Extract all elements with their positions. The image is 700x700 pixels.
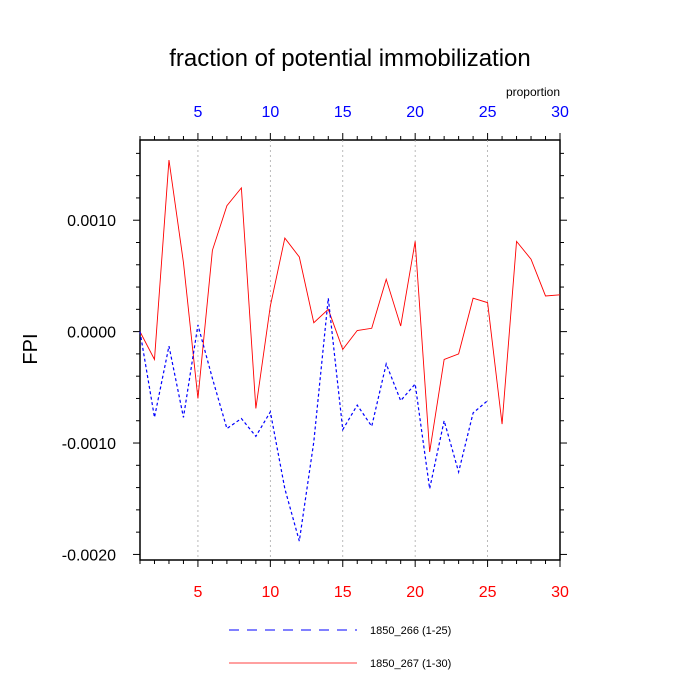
x-bottom-tick-labels: 5 10 15 20 25 30: [193, 584, 569, 601]
plot-frame: [139, 139, 561, 561]
y-axis-label: FPI: [20, 333, 42, 364]
y-tick-label: 0.0010: [67, 213, 116, 230]
x-top-tick-label: 25: [479, 104, 497, 121]
y-tick-label: -0.0010: [62, 436, 116, 453]
x-top-tick-label: 20: [406, 104, 424, 121]
series-line-red: [139, 159, 561, 453]
series-lines: [139, 159, 561, 542]
x-bottom-tick-label: 15: [334, 584, 352, 601]
x-bottom-tick-label: 30: [551, 584, 569, 601]
legend-label-blue: 1850_266 (1-25): [370, 625, 451, 637]
x-top-tick-label: 10: [261, 104, 279, 121]
x-top-tick-labels: 5 10 15 20 25 30: [193, 104, 569, 121]
legend: 1850_266 (1-25) 1850_267 (1-30): [229, 625, 451, 670]
x-top-tick-label: 5: [193, 104, 202, 121]
x-bottom-tick-label: 20: [406, 584, 424, 601]
y-tick-labels: 0.0010 0.0000 -0.0010 -0.0020: [62, 213, 116, 564]
y-tick-label: 0.0000: [67, 325, 116, 342]
x-bottom-tick-label: 10: [261, 584, 279, 601]
chart-title: fraction of potential immobilization: [169, 45, 531, 72]
series-line-blue: [139, 298, 488, 542]
x-bottom-tick-label: 5: [193, 584, 202, 601]
axis-ticks: [133, 133, 567, 567]
legend-label-red: 1850_267 (1-30): [370, 658, 451, 670]
x-bottom-tick-label: 25: [479, 584, 497, 601]
y-tick-label: -0.0020: [62, 547, 116, 564]
x-top-tick-label: 30: [551, 104, 569, 121]
top-axis-label: proportion: [506, 85, 560, 99]
x-top-tick-label: 15: [334, 104, 352, 121]
plot-area: 0.0010 0.0000 -0.0010 -0.0020 5 10 15 20 25 30 5…: [62, 104, 569, 601]
